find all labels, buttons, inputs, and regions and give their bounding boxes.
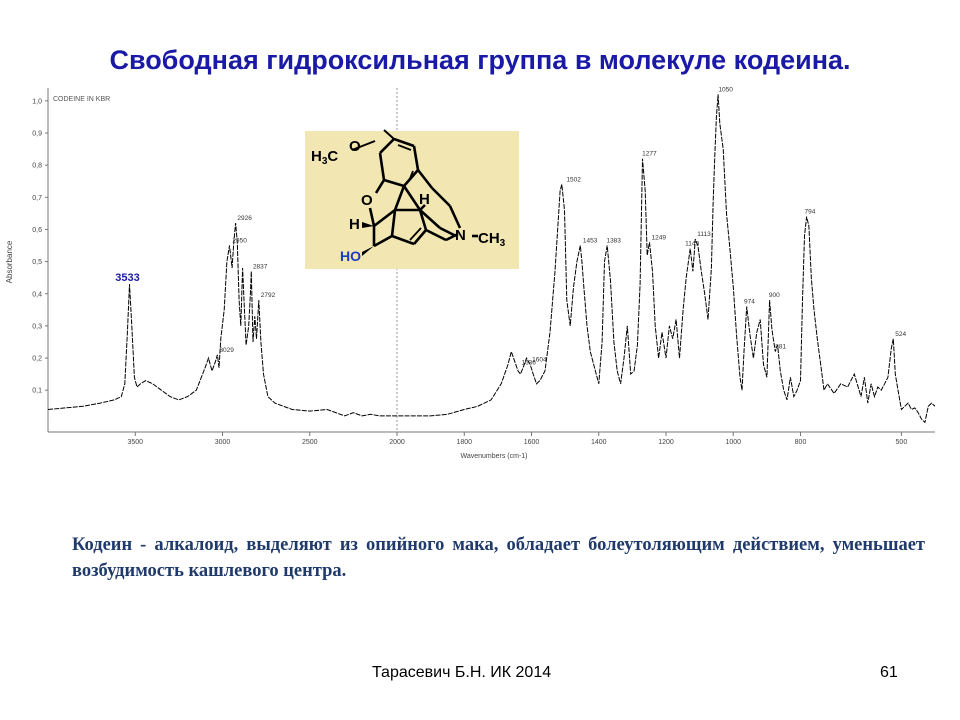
peak-label: 1502 [566,176,581,183]
peak-label: 1636 [521,360,536,367]
x-tick-label: 2500 [302,439,318,446]
peak-label: 3533 [115,272,139,284]
hydrogen-label-left: H [349,216,360,233]
x-tick-label: 3000 [215,439,231,446]
methoxy-oxygen-label: O [349,138,361,155]
y-tick-label: 0,7 [32,195,42,202]
x-tick-label: 3500 [127,439,143,446]
y-tick-label: 0,2 [32,356,42,363]
spectrum-series-line [47,94,936,424]
page-number: 61 [880,664,898,681]
nitrogen-label: N [455,227,466,244]
peak-label: 524 [895,331,906,338]
slide-title: Свободная гидроксильная группа в молекул… [109,45,851,75]
x-tick-label: 1400 [591,439,607,446]
peak-label: 1604 [532,356,547,363]
peak-label: 1149 [685,241,699,248]
chart-y-axis-label: Absorbance [5,240,14,283]
chart-x-axis-label: Wavenumbers (cm-1) [460,453,527,460]
hydrogen-label-top: H [419,191,430,208]
y-tick-label: 0,9 [32,131,42,138]
ir-spectrum-chart: 0,1 0,2 0,3 0,4 0,5 0,6 0,7 0,8 0,9 1,0 3500 3000 25… [5,86,936,460]
peak-label: 1277 [642,151,657,158]
x-tick-label: 1000 [725,439,741,446]
x-tick-label: 1600 [524,439,540,446]
codeine-structure: H3C O O H H N CH3 HO [305,129,519,269]
y-tick-label: 0,6 [32,227,42,234]
y-tick-label: 0,4 [32,291,42,298]
chart-title: CODEINE IN KBR [53,96,110,103]
peak-label: 1050 [718,86,733,93]
slide-caption: Кодеин - алкалоид, выделяют из опийного … [72,535,925,581]
peak-label: 1453 [583,238,598,245]
y-tick-label: 0,5 [32,259,42,266]
peak-label: 1113 [697,231,711,238]
methyl-ether-label: H3C [311,148,338,167]
x-tick-label: 800 [795,439,807,446]
peak-label: 2837 [253,263,268,270]
y-tick-label: 1,0 [32,98,42,105]
hydroxyl-label: HO [340,248,361,264]
y-tick-label: 0,1 [32,388,42,395]
peak-label: 794 [805,209,816,216]
footer-author: Тарасевич Б.Н. ИК 2014 [372,664,552,681]
peak-label: 2792 [261,292,276,299]
x-tick-label: 2000 [389,439,405,446]
y-tick-label: 0,8 [32,163,42,170]
x-tick-label: 1800 [456,439,472,446]
peak-label: 2926 [237,215,252,222]
peak-label: 2950 [232,238,247,245]
peak-label: 881 [775,344,786,351]
peak-label: 900 [769,292,780,299]
peak-label: 1383 [606,238,621,245]
peak-label: 974 [744,299,755,306]
chart-ticks: 0,1 0,2 0,3 0,4 0,5 0,6 0,7 0,8 0,9 1,0 3500 3000 25… [32,98,907,446]
x-tick-label: 1200 [658,439,674,446]
x-tick-label: 500 [896,439,908,446]
ether-oxygen-label: O [361,192,373,209]
y-tick-label: 0,3 [32,323,42,330]
peak-label: 1249 [652,234,667,241]
peak-label: 3029 [219,347,234,354]
n-methyl-label: CH3 [478,230,506,249]
